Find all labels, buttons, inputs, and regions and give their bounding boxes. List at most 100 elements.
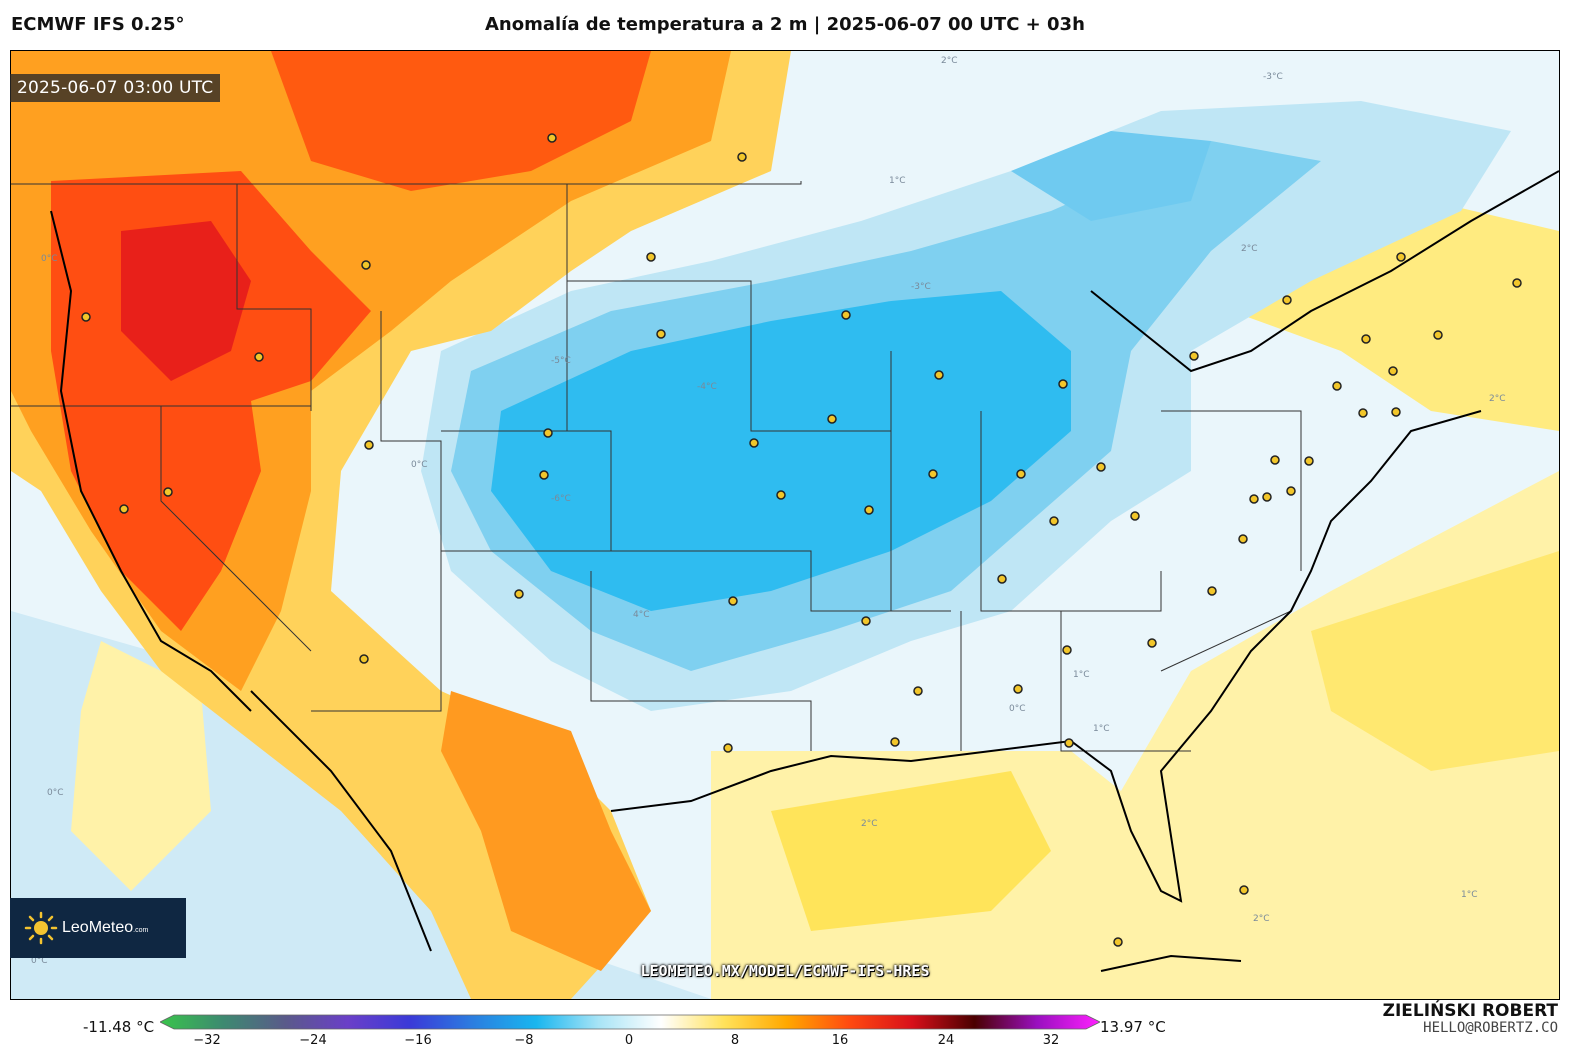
city-marker[interactable] [1239,885,1249,895]
anomaly-map: 2°C -3°C 1°C 2°C 0°C -3°C -4°C -5°C 0°C … [11,51,1559,999]
contour-label: -5°C [551,356,571,366]
city-marker[interactable] [934,370,944,380]
city-marker[interactable] [81,312,91,322]
source-url[interactable]: LEOMETEO.MX/MODEL/ECMWF-IFS-HRES [640,962,930,980]
logo-text: LeoMeteo.com [62,919,148,937]
colorbar-tick: 32 [1042,1033,1060,1048]
map-title: Anomalía de temperatura a 2 m | 2025-06-… [485,14,1085,35]
city-marker[interactable] [1058,379,1068,389]
city-marker[interactable] [1189,351,1199,361]
city-marker[interactable] [1282,295,1292,305]
city-marker[interactable] [997,574,1007,584]
city-marker[interactable] [1304,456,1314,466]
city-marker[interactable] [1064,738,1074,748]
city-marker[interactable] [1249,494,1259,504]
colorbar-tick: −8 [514,1033,534,1048]
colorbar [160,1014,1100,1030]
city-marker[interactable] [361,260,371,270]
city-marker[interactable] [890,737,900,747]
city-marker[interactable] [1286,486,1296,496]
colorbar-tick: 24 [937,1033,955,1048]
contour-label: 0°C [411,460,428,470]
state-borders [11,181,1302,752]
model-name: ECMWF IFS 0.25° [11,14,185,35]
city-marker[interactable] [359,654,369,664]
contour-label: 1°C [1461,890,1478,900]
city-marker[interactable] [928,469,938,479]
map-panel[interactable]: 2°C -3°C 1°C 2°C 0°C -3°C -4°C -5°C 0°C … [10,50,1560,1000]
city-marker[interactable] [1358,408,1368,418]
city-marker[interactable] [1062,645,1072,655]
city-marker[interactable] [1332,381,1342,391]
contour-label: 0°C [41,254,58,264]
city-marker[interactable] [749,438,759,448]
colorbar-bar [160,1014,1100,1030]
city-marker[interactable] [1388,366,1398,376]
colorbar-tick: 0 [624,1033,634,1048]
city-marker[interactable] [913,686,923,696]
city-marker[interactable] [723,743,733,753]
city-marker[interactable] [514,589,524,599]
city-marker[interactable] [827,414,837,424]
city-marker[interactable] [861,616,871,626]
contour-label: 0°C [47,788,64,798]
city-marker[interactable] [163,487,173,497]
contour-label: 2°C [941,56,958,66]
colorbar-max-label: 13.97 °C [1100,1018,1166,1036]
city-marker[interactable] [1049,516,1059,526]
city-marker[interactable] [656,329,666,339]
city-marker[interactable] [364,440,374,450]
city-marker[interactable] [1361,334,1371,344]
city-marker[interactable] [254,352,264,362]
city-marker[interactable] [1113,937,1123,947]
contour-label: 0°C [1009,704,1026,714]
city-marker[interactable] [119,504,129,514]
city-marker[interactable] [1270,455,1280,465]
city-marker[interactable] [543,428,553,438]
contour-label: 1°C [889,176,906,186]
anomaly-region-extreme [121,221,251,381]
city-marker[interactable] [1096,462,1106,472]
city-marker[interactable] [1512,278,1522,288]
author-name: ZIELIŃSKI ROBERT [1382,1001,1558,1021]
anomaly-region-gulf-warm [771,771,1051,931]
city-marker[interactable] [1207,586,1217,596]
colorbar-footer: -11.48 °C −32 −24 −16 −8 0 8 16 24 32 13… [0,1000,1570,1049]
anomaly-region-texas-hot [441,691,651,971]
anomaly-region-canada-cold [1011,131,1211,221]
city-marker[interactable] [1130,511,1140,521]
city-marker[interactable] [737,152,747,162]
city-marker[interactable] [547,133,557,143]
leometeo-logo[interactable]: LeoMeteo.com [10,898,186,958]
city-marker[interactable] [1238,534,1248,544]
city-marker[interactable] [1262,492,1272,502]
contour-label: 0°C [31,956,48,966]
coastlines [50,170,1559,972]
city-marker[interactable] [1016,469,1026,479]
colorbar-tick: −24 [299,1033,327,1048]
anomaly-region-atlantic-warm [1311,551,1559,771]
contour-label: 2°C [1489,394,1506,404]
contour-label: 2°C [861,819,878,829]
city-marker[interactable] [1147,638,1157,648]
city-marker[interactable] [1391,407,1401,417]
sun-icon [24,911,58,945]
anomaly-region-cold-core [491,291,1071,611]
city-marker[interactable] [646,252,656,262]
contour-label: 2°C [1253,914,1270,924]
city-marker[interactable] [728,596,738,606]
city-marker[interactable] [776,490,786,500]
valid-time-badge: 2025-06-07 03:00 UTC [10,74,221,102]
colorbar-tick: −16 [404,1033,432,1048]
contour-labels: 2°C -3°C 1°C 2°C 0°C -3°C -4°C -5°C 0°C … [31,56,1506,966]
city-marker[interactable] [1433,330,1443,340]
city-marker[interactable] [1013,684,1023,694]
author-email[interactable]: HELLO@ROBERTZ.CO [1423,1020,1558,1036]
city-marker[interactable] [1396,252,1406,262]
contour-label: -3°C [1263,72,1283,82]
city-marker[interactable] [841,310,851,320]
city-marker[interactable] [864,505,874,515]
contour-label: 1°C [1073,670,1090,680]
city-marker[interactable] [539,470,549,480]
anomaly-region-canada-hot [271,51,651,191]
